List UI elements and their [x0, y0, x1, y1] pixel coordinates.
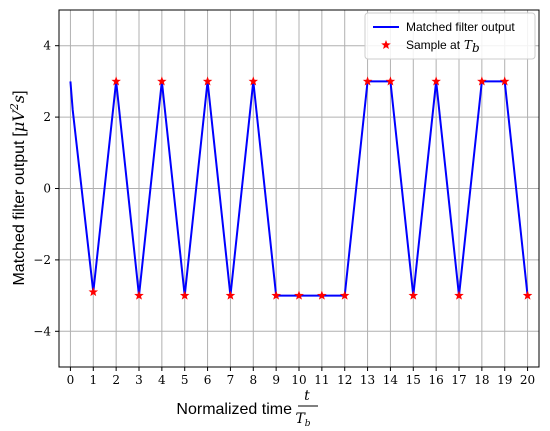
sample-marker	[431, 76, 441, 86]
x-tick-label: 16	[429, 373, 444, 387]
sample-marker	[225, 290, 236, 300]
sample-marker	[317, 290, 327, 300]
y-tick-label: 4	[43, 39, 51, 53]
x-tick-label: 17	[451, 373, 466, 387]
y-tick-label: −4	[33, 324, 51, 338]
sample-marker	[499, 76, 510, 86]
x-axis-label: Normalized time t Tb	[176, 388, 318, 429]
x-tick-label: 9	[272, 373, 280, 387]
x-tick-label: 10	[291, 373, 306, 387]
series-matched-filter-output	[69, 80, 529, 297]
x-tick-label: 20	[520, 373, 535, 387]
sample-marker	[157, 76, 167, 86]
sample-marker	[294, 290, 304, 300]
x-tick-label: 6	[204, 373, 212, 387]
sample-marker	[202, 76, 213, 86]
y-axis-label-text: Matched filter output[μV2s]	[8, 90, 28, 285]
x-tick-label: 11	[314, 373, 329, 387]
sample-marker	[88, 287, 99, 297]
y-tick-label: 0	[43, 182, 51, 196]
grid	[59, 10, 539, 367]
legend: Matched filter output Sample at Tb	[364, 12, 536, 60]
x-tick-label: 12	[337, 373, 352, 387]
legend-star-swatch	[381, 40, 391, 50]
legend-entry-sample: Sample at Tb	[406, 38, 480, 55]
y-tick-label: 2	[43, 110, 51, 124]
x-tick-label: 4	[158, 373, 166, 387]
sample-marker	[111, 76, 121, 86]
x-tick-label: 1	[89, 373, 97, 387]
sample-marker	[271, 290, 281, 300]
x-tick-label: 13	[360, 373, 375, 387]
y-tick-label: −2	[33, 253, 51, 267]
sample-marker	[339, 290, 350, 300]
x-tick-label: 8	[249, 373, 257, 387]
x-tick-label: 7	[227, 373, 235, 387]
x-tick-label: 18	[474, 373, 489, 387]
x-tick-label: 15	[406, 373, 421, 387]
x-axis-ticks: 0 1 2 3 4 5 6 7 8 9 10 11 12 13 14 15 16 17 18 19 20	[67, 367, 535, 387]
matched-filter-line	[69, 80, 529, 297]
x-axis-label-text: Normalized time	[176, 401, 292, 418]
sample-marker	[179, 290, 190, 300]
x-tick-label: 5	[181, 373, 189, 387]
y-axis-ticks: 4 2 0 −2 −4	[33, 39, 59, 338]
series-sample-markers	[88, 76, 533, 300]
x-label-denominator: Tb	[295, 411, 310, 429]
x-tick-label: 14	[383, 373, 399, 387]
x-tick-label: 3	[135, 373, 143, 387]
x-tick-label: 19	[497, 373, 512, 387]
sample-marker	[522, 290, 533, 300]
sample-marker	[454, 290, 464, 300]
sample-marker	[248, 76, 259, 86]
x-tick-label: 2	[112, 373, 120, 387]
sample-marker	[134, 290, 144, 300]
x-tick-label: 0	[67, 373, 75, 387]
sample-marker	[408, 290, 419, 300]
legend-entry-matched-filter-output: Matched filter output	[406, 20, 515, 34]
sample-marker	[385, 76, 396, 86]
x-label-numerator: t	[304, 388, 310, 404]
sample-marker	[477, 76, 487, 86]
y-axis-label: Matched filter output[μV2s]	[8, 90, 28, 285]
sample-marker	[362, 76, 373, 86]
legend-box	[364, 12, 536, 60]
